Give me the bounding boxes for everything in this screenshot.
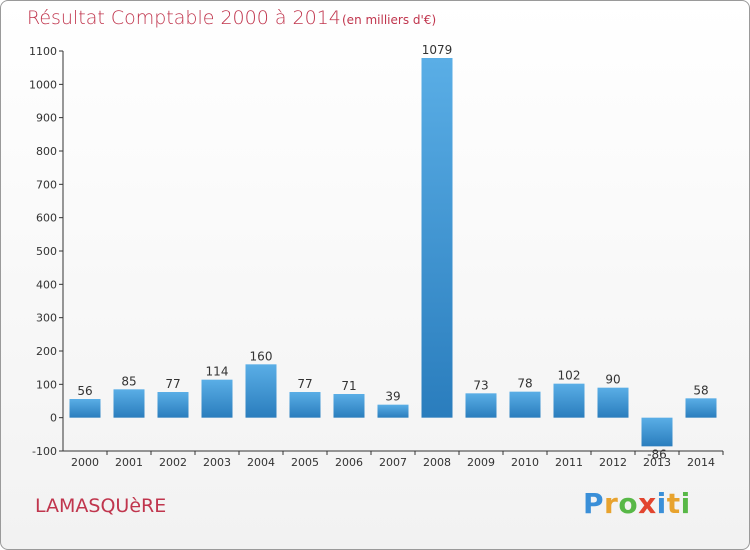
logo-letter: x [638,487,657,520]
bar [289,392,321,418]
y-tick-label: 1100 [29,45,57,58]
x-tick-label: 2008 [423,456,451,469]
logo-letter: i [680,487,691,520]
y-tick-label: 400 [36,278,57,291]
y-tick-label: 200 [36,345,57,358]
data-label: 77 [297,377,312,391]
logo-letter: o [618,487,639,520]
x-tick-label: 2006 [335,456,363,469]
x-tick-label: 2002 [159,456,187,469]
logo-letter: r [604,487,619,520]
y-tick-label: 500 [36,245,57,258]
bar [421,58,453,418]
y-tick-label: 700 [36,178,57,191]
data-label: 73 [473,378,488,392]
data-label: 77 [165,377,180,391]
y-tick-label: 900 [36,112,57,125]
logo-letter: i [656,487,667,520]
x-tick-label: 2000 [71,456,99,469]
x-tick-label: 2009 [467,456,495,469]
bar [685,398,717,418]
commune-name: LAMASQUèRE [35,495,167,517]
bar [465,393,497,418]
bar [509,391,541,418]
bar [245,364,277,418]
y-tick-label: 100 [36,378,57,391]
chart-title: Résultat Comptable 2000 à 2014 [27,7,341,29]
bar [333,394,365,418]
chart-subtitle: (en milliers d'€) [342,13,437,27]
bar [641,417,673,447]
x-tick-label: 2001 [115,456,143,469]
data-label: 90 [605,373,620,387]
data-label: 1079 [422,43,453,57]
data-label: 85 [121,374,136,388]
y-tick-label: 300 [36,312,57,325]
bar [597,387,629,418]
y-tick-label: 800 [36,145,57,158]
bar [201,379,233,418]
data-label: 58 [693,383,708,397]
logo-letter: P [583,487,605,520]
y-tick-label: 0 [50,412,57,425]
proxiti-logo[interactable]: Proxiti [583,487,691,520]
x-tick-label: 2011 [555,456,583,469]
data-label: 160 [250,349,273,363]
data-label: 56 [77,384,92,398]
data-label: 39 [385,390,400,404]
x-tick-label: 2014 [687,456,715,469]
data-label: 114 [206,365,229,379]
x-tick-label: 2004 [247,456,275,469]
data-label: 71 [341,379,356,393]
x-tick-label: 2003 [203,456,231,469]
y-tick-label: 600 [36,212,57,225]
y-tick-label: -100 [32,445,57,458]
bar [377,404,409,418]
data-label: -86 [647,447,667,461]
data-label: 78 [517,377,532,391]
x-tick-label: 2012 [599,456,627,469]
logo-letter: t [666,487,681,520]
x-tick-label: 2013 [643,456,671,469]
bar [553,383,585,418]
data-label: 102 [558,369,581,383]
x-tick-label: 2005 [291,456,319,469]
x-tick-label: 2010 [511,456,539,469]
bar [157,392,189,418]
bar [69,399,101,418]
y-tick-label: 1000 [29,78,57,91]
bar [113,389,145,418]
x-tick-label: 2007 [379,456,407,469]
